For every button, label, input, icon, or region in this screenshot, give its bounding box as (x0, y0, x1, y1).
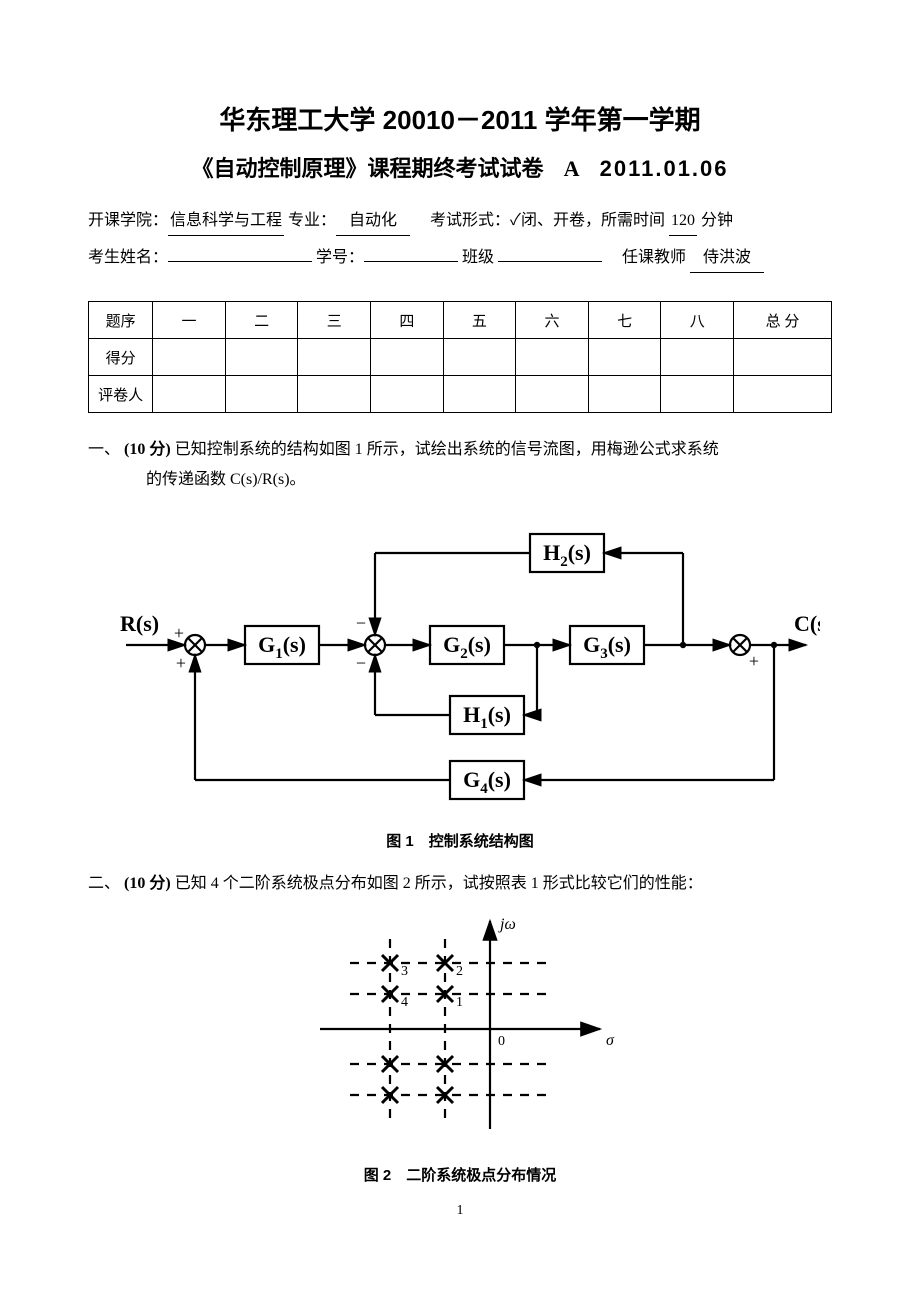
teacher-value: 侍洪波 (690, 244, 764, 273)
major-value: 自动化 (336, 207, 410, 236)
minutes: 120 (669, 207, 697, 236)
figure-1-caption: 图 1 控制系统结构图 (88, 830, 832, 851)
svg-text:3: 3 (401, 964, 408, 979)
major-label: 专业： (284, 212, 336, 229)
svg-text:+: + (174, 623, 184, 643)
svg-text:−: − (356, 613, 366, 633)
id-label: 学号： (316, 249, 364, 266)
svg-text:+: + (176, 653, 186, 673)
name-label: 考生姓名： (88, 249, 168, 266)
svg-text:1: 1 (456, 995, 463, 1010)
class-label: 班级 (462, 249, 498, 266)
figure-2: jω σ 0 1 2 3 4 (88, 909, 832, 1154)
svg-text:4: 4 (401, 995, 408, 1010)
paper-letter: A (564, 156, 580, 181)
svg-text:σ: σ (606, 1032, 615, 1049)
svg-text:−: − (356, 653, 366, 673)
svg-text:0: 0 (498, 1034, 505, 1049)
teacher-label: 任课教师 (606, 249, 690, 266)
id-blank (364, 261, 458, 262)
question-1: 一、 (10 分) 已知控制系统的结构如图 1 所示，试绘出系统的信号流图，用梅… (88, 435, 832, 495)
minutes-suffix: 分钟 (697, 212, 733, 229)
course-title: 《自动控制原理》课程期终考试试卷 (191, 156, 543, 181)
q1-text-a: 已知控制系统的结构如图 1 所示，试绘出系统的信号流图，用梅逊公式求系统 (175, 441, 719, 458)
block-diagram-svg: R(s)C(s)G1(s)G2(s)G3(s)H2(s)H1(s)G4(s)−−… (100, 505, 820, 815)
name-blank (168, 261, 312, 262)
q2-num: 二、 (88, 875, 120, 892)
info-line-1: 开课学院：信息科学与工程 专业：自动化 考试形式：✓闭、开卷，所需时间 120 … (88, 207, 832, 236)
page-title-2: 《自动控制原理》课程期终考试试卷 A 2011.01.06 (88, 151, 832, 183)
q1-text-b: 的传递函数 C(s)/R(s)。 (88, 465, 832, 495)
page-title-1: 华东理工大学 20010－2011 学年第一学期 (88, 100, 832, 137)
q1-num: 一、 (88, 441, 120, 458)
q2-text: 已知 4 个二阶系统极点分布如图 2 所示，试按照表 1 形式比较它们的性能： (175, 875, 703, 892)
pole-plot-svg: jω σ 0 1 2 3 4 (290, 909, 630, 1149)
q2-pts: (10 分) (124, 875, 171, 892)
svg-text:2: 2 (456, 964, 463, 979)
figure-1: R(s)C(s)G1(s)G2(s)G3(s)H2(s)H1(s)G4(s)−−… (88, 505, 832, 820)
svg-text:+: + (749, 651, 759, 671)
page-number: 1 (88, 1203, 832, 1219)
exam-form: 考试形式：✓闭、开卷，所需时间 (410, 212, 669, 229)
exam-date: 2011.01.06 (600, 156, 729, 181)
question-2: 二、 (10 分) 已知 4 个二阶系统极点分布如图 2 所示，试按照表 1 形… (88, 869, 832, 899)
svg-text:R(s): R(s) (120, 611, 159, 636)
score-table: 题序一二三四五六七八总 分得分评卷人 (88, 301, 832, 413)
class-blank (498, 261, 602, 262)
svg-text:jω: jω (498, 916, 516, 933)
svg-text:C(s): C(s) (794, 611, 820, 636)
dept-value: 信息科学与工程 (168, 207, 284, 236)
dept-label: 开课学院： (88, 212, 168, 229)
figure-2-caption: 图 2 二阶系统极点分布情况 (88, 1164, 832, 1185)
info-line-2: 考生姓名： 学号： 班级 任课教师 侍洪波 (88, 244, 832, 273)
q1-pts: (10 分) (124, 441, 171, 458)
